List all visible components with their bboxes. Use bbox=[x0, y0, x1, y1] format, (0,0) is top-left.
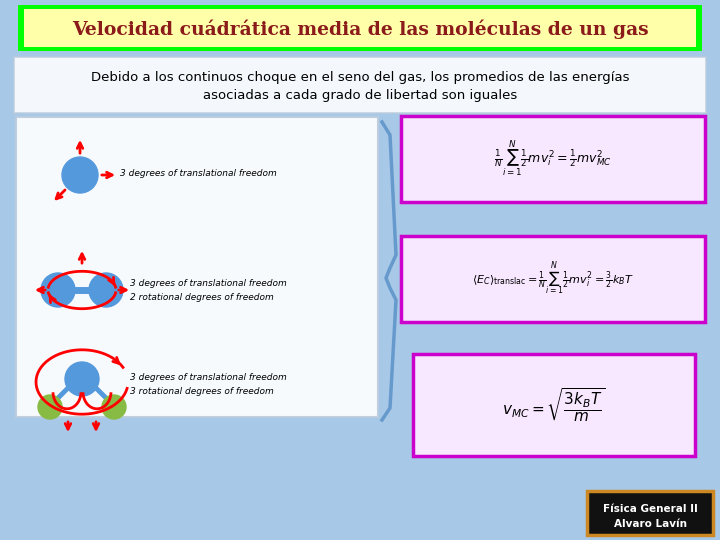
Circle shape bbox=[41, 273, 75, 307]
FancyBboxPatch shape bbox=[401, 116, 705, 202]
Text: 3 degrees of translational freedom: 3 degrees of translational freedom bbox=[120, 168, 276, 178]
Text: asociadas a cada grado de libertad son iguales: asociadas a cada grado de libertad son i… bbox=[203, 90, 517, 103]
Circle shape bbox=[89, 273, 123, 307]
Circle shape bbox=[65, 362, 99, 396]
Text: Alvaro Lavín: Alvaro Lavín bbox=[613, 519, 686, 529]
FancyBboxPatch shape bbox=[18, 5, 702, 51]
Text: $\langle E_C \rangle_{\mathrm{translac}} = \frac{1}{N}\sum_{i=1}^{N}\frac{1}{2}m: $\langle E_C \rangle_{\mathrm{translac}}… bbox=[472, 260, 634, 298]
Text: 2 rotational degrees of freedom: 2 rotational degrees of freedom bbox=[130, 293, 274, 301]
Circle shape bbox=[62, 157, 98, 193]
Text: Física General II: Física General II bbox=[603, 504, 698, 514]
Text: 3 rotational degrees of freedom: 3 rotational degrees of freedom bbox=[130, 388, 274, 396]
FancyBboxPatch shape bbox=[24, 9, 696, 47]
Text: 3 degrees of translational freedom: 3 degrees of translational freedom bbox=[130, 374, 287, 382]
Text: 3 degrees of translational freedom: 3 degrees of translational freedom bbox=[130, 279, 287, 287]
Text: Debido a los continuos choque en el seno del gas, los promedios de las energías: Debido a los continuos choque en el seno… bbox=[91, 71, 629, 84]
Circle shape bbox=[102, 395, 126, 419]
FancyBboxPatch shape bbox=[413, 354, 695, 456]
Text: Velocidad cuádrática media de las moléculas de un gas: Velocidad cuádrática media de las molécu… bbox=[72, 19, 648, 39]
Circle shape bbox=[38, 395, 62, 419]
FancyBboxPatch shape bbox=[587, 491, 713, 535]
FancyBboxPatch shape bbox=[401, 236, 705, 322]
FancyBboxPatch shape bbox=[16, 117, 378, 417]
Text: $\frac{1}{N}\sum_{i=1}^{N}\frac{1}{2}mv_i^2 = \frac{1}{2}mv_{MC}^2$: $\frac{1}{N}\sum_{i=1}^{N}\frac{1}{2}mv_… bbox=[494, 139, 612, 179]
FancyBboxPatch shape bbox=[14, 57, 706, 113]
Text: $v_{MC} = \sqrt{\dfrac{3k_BT}{m}}$: $v_{MC} = \sqrt{\dfrac{3k_BT}{m}}$ bbox=[503, 387, 606, 423]
